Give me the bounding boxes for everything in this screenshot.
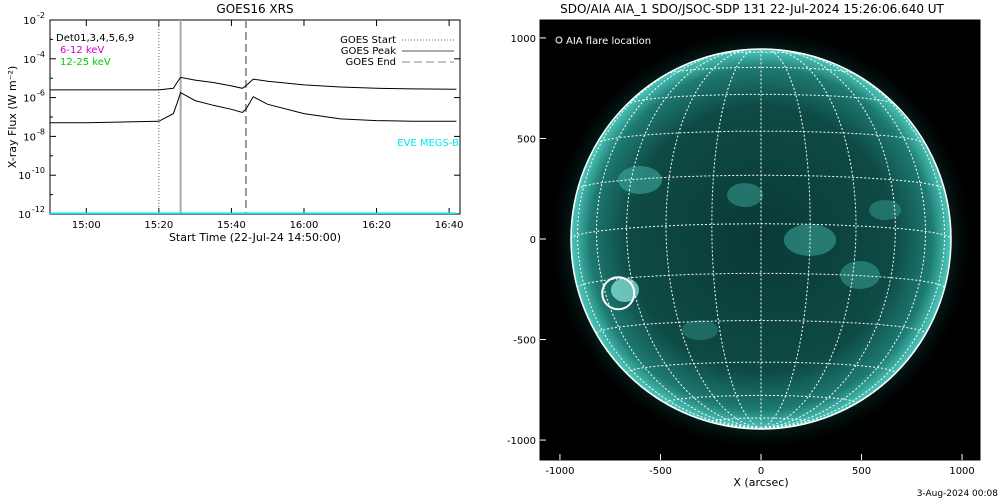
goes-x-tick-label: 16:40 <box>435 220 464 231</box>
goes-legend: GOES Start GOES Peak GOES End <box>340 35 454 68</box>
goes-x-tick-label: 16:20 <box>362 220 391 231</box>
goes-x-tick-label: 15:40 <box>217 220 246 231</box>
grid-longitude-line <box>760 49 857 429</box>
legend-goes-start: GOES Start <box>340 35 396 46</box>
goes-x-tick-label: 16:00 <box>290 220 319 231</box>
aia-title: SDO/AIA AIA_1 SDO/JSOC-SDP 131 22-Jul-20… <box>560 2 944 16</box>
legend-goes-peak: GOES Peak <box>341 46 396 57</box>
legend-goes-end: GOES End <box>346 57 396 68</box>
grid-longitude-line <box>595 50 762 429</box>
goes-chart-title: GOES16 XRS <box>216 2 293 16</box>
footer-timestamp: 3-Aug-2024 00:08 <box>917 489 999 499</box>
goes-x-tick-label: 15:00 <box>72 220 101 231</box>
grid-longitude-line <box>760 49 811 429</box>
goes-y-tick-label: 10 <box>23 94 36 105</box>
aia-y-tick-label: 0 <box>530 235 536 246</box>
goes-plot-frame <box>49 19 461 215</box>
goes-y-tick-label: 10 <box>18 210 31 221</box>
aia-y-tick-label: 500 <box>517 134 536 145</box>
aia-x-tick-label: 1000 <box>949 466 974 477</box>
goes-y-tick-exponent: -10 <box>32 166 45 175</box>
goes-y-tick-label: 10 <box>23 132 36 143</box>
band-high-annotation: 12-25 keV <box>60 57 111 68</box>
flare-location-marker <box>601 276 636 311</box>
goes-y-tick-label: 10 <box>23 16 36 27</box>
aia-y-tick-label: -1000 <box>507 436 536 447</box>
aia-x-tick-label: -500 <box>649 466 672 477</box>
grid-latitude-line <box>711 417 811 423</box>
grid-latitude-line <box>626 93 896 105</box>
grid-longitude-line <box>760 54 946 429</box>
grid-latitude-line <box>596 319 926 334</box>
goes-y-tick-exponent: -4 <box>37 50 45 59</box>
grid-longitude-line <box>576 54 762 429</box>
aia-panel: SDO/AIA AIA_1 SDO/JSOC-SDP 131 22-Jul-20… <box>507 2 998 499</box>
heliographic-grid <box>571 49 951 429</box>
aia-y-tick-label: 1000 <box>511 34 536 45</box>
grid-longitude-line <box>626 49 762 429</box>
goes-series-1 <box>50 91 457 124</box>
grid-latitude-line <box>713 51 809 56</box>
goes-y-tick-label: 10 <box>23 55 36 66</box>
aia-x-tick-label: -1000 <box>545 466 574 477</box>
goes-y-tick-exponent: -12 <box>32 205 45 214</box>
aia-x-tick-label: 500 <box>852 466 871 477</box>
aia-x-tick-label: 0 <box>758 466 764 477</box>
grid-longitude-line <box>760 49 896 429</box>
grid-longitude-line <box>711 49 762 429</box>
limb-outline <box>570 48 952 430</box>
goes-series-0 <box>50 76 457 91</box>
grid-latitude-line <box>666 66 856 75</box>
eve-annotation: EVE MEGS-B <box>397 138 459 149</box>
flare-legend-label: AIA flare location <box>566 36 651 47</box>
goes-y-axis-label: X-ray Flux (W m⁻²) <box>6 66 19 168</box>
goes-x-tick-label: 15:20 <box>144 220 173 231</box>
goes-y-tick-exponent: -2 <box>37 11 45 20</box>
detectors-annotation: Det01,3,4,5,6,9 <box>56 33 134 44</box>
grid-latitude-line <box>626 361 896 374</box>
goes-y-tick-exponent: -6 <box>37 89 45 98</box>
active-regions <box>611 166 901 340</box>
goes-series-group <box>50 76 457 214</box>
goes-x-axis-label: Start Time (22-Jul-24 14:50:00) <box>169 231 341 244</box>
goes-event-markers <box>158 20 247 214</box>
aia-frame <box>539 19 981 461</box>
goes-y-tick-exponent: -8 <box>37 127 45 136</box>
aia-x-axis-label: X (arcsec) <box>733 476 788 489</box>
flare-legend-symbol <box>555 36 563 44</box>
grid-longitude-line <box>665 49 762 429</box>
aia-axes: -1000 -500 0 500 1000 1000 500 0 -500 -1000 <box>507 19 981 477</box>
goes-y-tick-label: 10 <box>18 171 31 182</box>
band-low-annotation: 6-12 keV <box>60 45 104 56</box>
grid-longitude-line <box>760 50 927 429</box>
aia-y-tick-label: -500 <box>513 336 536 347</box>
